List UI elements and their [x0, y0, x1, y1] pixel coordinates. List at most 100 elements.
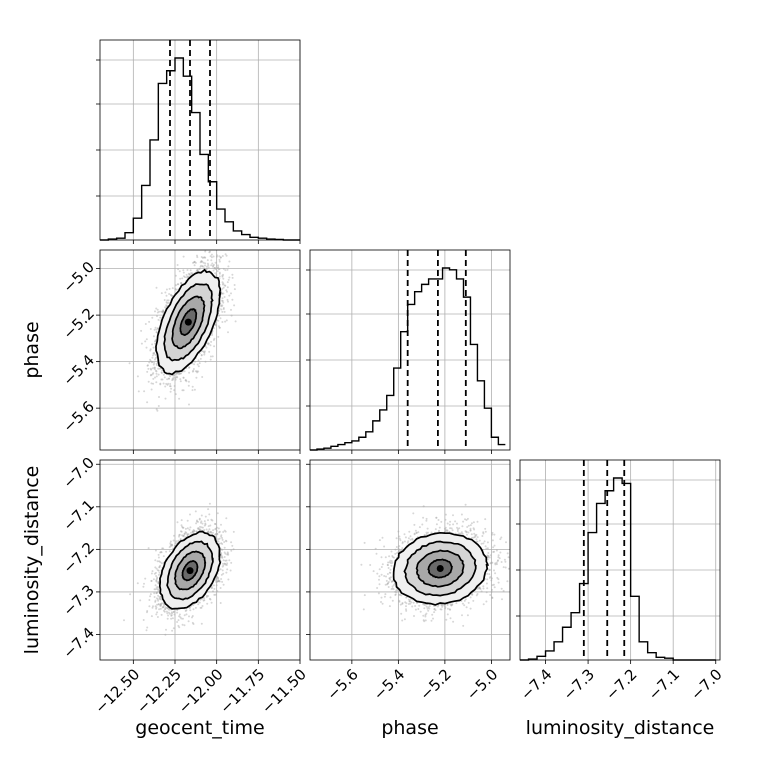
- sample-point: [170, 543, 173, 546]
- sample-point: [182, 376, 185, 379]
- sample-point: [170, 614, 173, 617]
- sample-point: [167, 299, 170, 302]
- sample-point: [216, 267, 219, 269]
- sample-point: [208, 350, 211, 353]
- sample-point: [182, 534, 185, 537]
- sample-point: [160, 378, 163, 381]
- sample-point: [156, 308, 159, 311]
- histogram-panel-luminosity_distance: [516, 459, 721, 664]
- sample-point: [178, 397, 181, 400]
- sample-point: [198, 517, 201, 520]
- sample-point: [155, 286, 158, 289]
- sample-point: [148, 320, 151, 323]
- sample-point: [151, 361, 154, 363]
- sample-point: [139, 599, 142, 602]
- sample-point: [179, 538, 182, 541]
- density-contour: [171, 295, 206, 350]
- sample-point: [202, 599, 205, 602]
- sample-point: [179, 380, 182, 383]
- sample-point: [196, 269, 199, 272]
- sample-point: [206, 265, 208, 268]
- sample-point: [220, 548, 223, 551]
- sample-point: [144, 340, 147, 343]
- sample-point: [174, 288, 177, 290]
- sample-point: [212, 263, 215, 266]
- sample-point: [162, 309, 165, 312]
- sample-point: [154, 549, 157, 552]
- sample-point: [169, 542, 172, 545]
- sample-point: [197, 528, 200, 531]
- sample-point: [221, 569, 224, 572]
- sample-point: [165, 288, 168, 291]
- sample-point: [165, 304, 168, 307]
- sample-point: [192, 369, 195, 372]
- sample-point: [175, 373, 178, 376]
- sample-point: [204, 262, 207, 265]
- sample-point: [187, 384, 190, 387]
- sample-point: [202, 261, 205, 264]
- sample-point: [214, 266, 216, 269]
- sample-point: [208, 528, 211, 531]
- sample-point: [189, 513, 191, 516]
- sample-point: [155, 375, 158, 378]
- sample-point: [176, 372, 178, 375]
- sample-point: [226, 281, 229, 284]
- sample-point: [164, 306, 167, 309]
- sample-point: [161, 547, 164, 550]
- sample-point: [188, 366, 190, 369]
- sample-point: [227, 552, 229, 555]
- sample-point: [172, 378, 175, 381]
- sample-point: [212, 269, 215, 272]
- sample-point: [221, 275, 224, 278]
- sample-point: [128, 362, 131, 365]
- sample-point: [163, 299, 166, 301]
- sample-point: [200, 622, 203, 625]
- sample-point: [152, 363, 155, 366]
- sample-point: [167, 301, 170, 304]
- sample-point: [189, 526, 192, 529]
- sample-point: [200, 264, 203, 267]
- sample-point: [211, 334, 214, 336]
- sample-point: [193, 529, 196, 532]
- sample-point: [222, 282, 225, 285]
- sample-point: [221, 555, 223, 558]
- sample-point: [179, 530, 182, 533]
- sample-point: [220, 542, 223, 545]
- sample-point: [212, 255, 215, 258]
- sample-point: [179, 277, 182, 280]
- sample-point: [217, 325, 220, 328]
- sample-point: [154, 559, 157, 562]
- sample-point: [211, 262, 214, 265]
- sample-point: [158, 595, 161, 598]
- sample-point: [172, 374, 175, 376]
- sample-point: [217, 247, 219, 249]
- sample-point: [220, 292, 223, 295]
- scatter-points: [128, 247, 237, 412]
- sample-point: [162, 555, 165, 558]
- sample-point: [200, 526, 203, 529]
- sample-point: [156, 586, 159, 588]
- sample-point: [223, 541, 226, 543]
- sample-point: [185, 276, 188, 279]
- sample-point: [193, 261, 196, 264]
- sample-point: [209, 358, 212, 361]
- sample-point: [178, 615, 181, 618]
- sample-point: [177, 268, 180, 271]
- sample-point: [173, 385, 176, 387]
- sample-point: [185, 380, 188, 383]
- sample-point: [222, 308, 225, 311]
- sample-point: [162, 373, 165, 376]
- sample-point: [221, 297, 224, 300]
- sample-point: [147, 380, 150, 383]
- sample-point: [188, 273, 191, 276]
- sample-point: [154, 571, 157, 574]
- sample-point: [170, 294, 173, 297]
- sample-point: [168, 546, 171, 549]
- sample-point: [213, 593, 216, 596]
- sample-point: [220, 308, 223, 311]
- sample-point: [165, 382, 168, 385]
- sample-point: [194, 370, 197, 373]
- sample-point: [213, 345, 216, 348]
- sample-point: [166, 617, 169, 620]
- sample-point: [222, 572, 225, 575]
